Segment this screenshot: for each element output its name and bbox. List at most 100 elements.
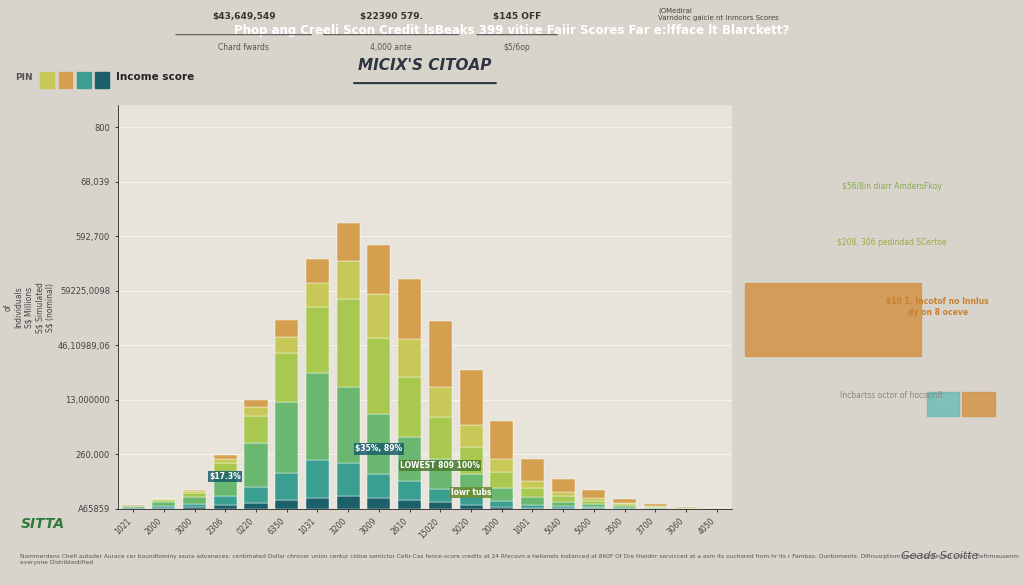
Bar [337,300,359,387]
Text: lowr tubs: lowr tubs [451,488,492,497]
Bar [644,504,667,506]
Y-axis label: Number
of
Individuals
S$ Millions
S$ Simulated
S$ (nominal): Number of Individuals S$ Millions S$ Sim… [0,282,54,332]
Bar [398,377,421,437]
Bar [613,503,636,504]
Text: Nommerdens Chefl autoder Aurace cer boundtominy ssura advaneces: centimated Doll: Nommerdens Chefl autoder Aurace cer boun… [20,555,1020,565]
Bar [429,321,452,387]
Bar [460,474,482,496]
Bar [521,481,544,488]
Bar [214,476,237,496]
Bar [368,498,390,509]
Bar [675,507,697,508]
Text: SITTA: SITTA [20,517,65,531]
Bar [460,505,482,509]
Bar [429,503,452,509]
Bar [398,339,421,377]
Bar [552,496,574,501]
Text: $56/8in diarr AmderoFkoy: $56/8in diarr AmderoFkoy [842,181,941,191]
Bar [368,338,390,414]
Bar [368,474,390,498]
Bar [306,460,329,498]
Bar [429,459,452,489]
Bar [583,498,605,501]
Bar [275,473,298,500]
Bar [77,73,91,88]
Text: Incbartss octor of hocoonft: Incbartss octor of hocoonft [840,391,943,400]
Bar [122,507,144,508]
Bar [245,443,267,487]
Bar [214,505,237,509]
Bar [183,504,206,507]
Text: $35%, 89%: $35%, 89% [355,445,402,453]
Bar [214,496,237,505]
Bar [398,279,421,339]
Bar [245,416,267,443]
Bar [490,507,513,509]
Bar [521,505,544,508]
Bar [245,487,267,504]
Bar [306,283,329,307]
Bar [275,402,298,473]
Text: Phop ang Creeli Scon Credit lsBeaks 399 vitire Faiir Scores Far e:lfface lt Blar: Phop ang Creeli Scon Credit lsBeaks 399 … [234,24,790,37]
Text: 4,000 ante: 4,000 ante [371,43,412,51]
Bar [460,425,482,447]
Bar [927,392,959,416]
Bar [429,387,452,417]
Bar [521,488,544,497]
Text: Income score: Income score [117,72,195,82]
Bar [368,294,390,338]
Bar [490,459,513,472]
Bar [153,500,175,503]
Bar [963,392,994,416]
Bar [490,501,513,507]
Bar [337,496,359,509]
Bar [368,414,390,474]
Bar [368,245,390,294]
Bar [583,504,605,507]
Bar [552,479,574,492]
Text: $5/6op: $5/6op [504,43,530,51]
Text: PIN: PIN [14,73,33,82]
Bar [306,498,329,509]
Text: $43,649,549: $43,649,549 [212,12,275,20]
Text: Chard fwards: Chard fwards [218,43,269,51]
Bar [183,491,206,493]
Bar [583,508,605,509]
Bar [583,501,605,504]
Bar [337,261,359,300]
Bar [58,73,73,88]
Bar [214,463,237,476]
Bar [153,505,175,508]
Bar [552,506,574,508]
Text: $10 1. Incotof no Innlus
dy on 8 oceve: $10 1. Incotof no Innlus dy on 8 oceve [887,297,989,317]
Bar [583,507,605,508]
Text: LOWEST 809 100%: LOWEST 809 100% [400,461,480,470]
Bar [613,504,636,506]
Bar [552,501,574,506]
Bar [214,459,237,463]
Bar [275,320,298,336]
Bar [337,223,359,261]
Bar [552,508,574,509]
Bar [183,493,206,497]
Bar [40,73,54,88]
Bar [429,489,452,503]
Text: $145 OFF: $145 OFF [493,12,542,20]
Bar [398,481,421,500]
Bar [521,508,544,509]
Bar [613,499,636,503]
Bar [398,437,421,481]
Bar [745,283,922,356]
Bar [306,373,329,460]
Bar [245,408,267,416]
Bar [429,417,452,459]
Text: $22390 579.: $22390 579. [359,12,423,20]
Bar [398,500,421,509]
Bar [490,472,513,488]
Bar [183,507,206,509]
Text: MICIX'S CITOAP: MICIX'S CITOAP [358,58,492,73]
Bar [460,370,482,425]
Bar [275,500,298,509]
Bar [552,492,574,496]
Text: (OMediral
Varndohc gaicle nt Inmcors Scores: (OMediral Varndohc gaicle nt Inmcors Sco… [658,7,779,20]
